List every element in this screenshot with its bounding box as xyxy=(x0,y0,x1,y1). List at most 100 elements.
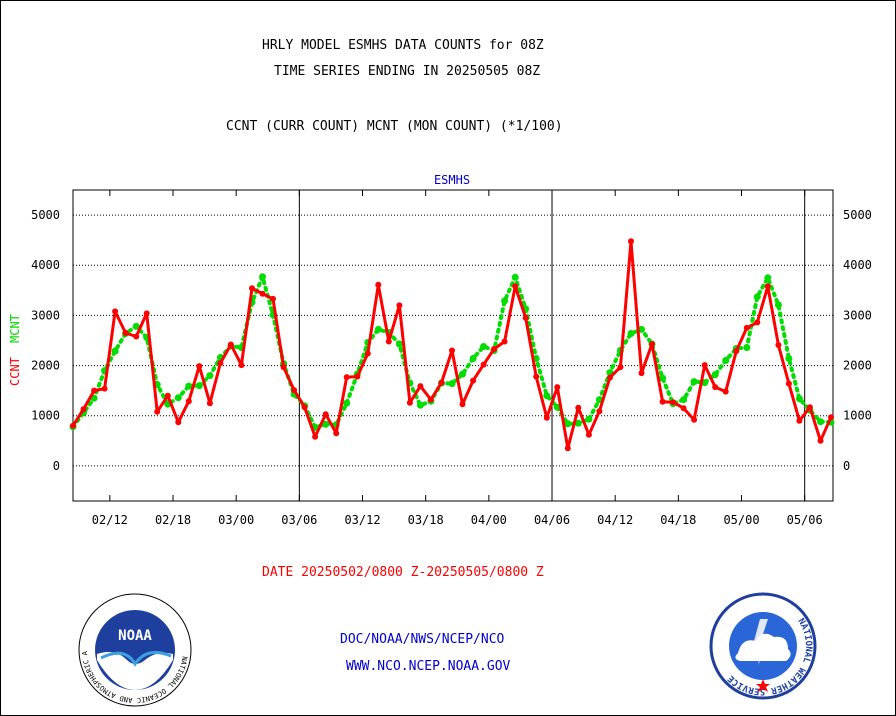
y-tick-label-left-3000: 3000 xyxy=(31,308,60,322)
gridlines xyxy=(73,214,833,467)
data-point-ccnt-36 xyxy=(449,347,455,354)
data-point-ccnt-42 xyxy=(512,283,519,290)
data-point-ccnt-59 xyxy=(691,416,698,423)
x-tick-label-2: 03/00 xyxy=(218,513,254,527)
data-point-mcnt-33 xyxy=(416,401,424,409)
data-point-ccnt-60 xyxy=(701,362,708,369)
y-tick-label-right-2000: 2000 xyxy=(843,359,872,373)
data-point-ccnt-57 xyxy=(670,399,677,406)
org-line: DOC/NOAA/NWS/NCEP/NCO xyxy=(340,632,505,647)
data-point-ccnt-67 xyxy=(775,342,782,348)
data-point-ccnt-50 xyxy=(596,408,603,415)
data-point-ccnt-34 xyxy=(427,396,434,403)
data-point-ccnt-15 xyxy=(227,341,234,348)
data-point-ccnt-16 xyxy=(238,362,245,369)
plot-area-frame xyxy=(72,189,834,502)
x-tick-label-8: 04/12 xyxy=(597,513,633,527)
x-tick-label-10: 05/00 xyxy=(723,513,759,527)
data-point-ccnt-8 xyxy=(154,408,161,415)
day-separators xyxy=(298,190,806,501)
data-point-mcnt-64 xyxy=(743,344,751,351)
data-point-mcnt-13 xyxy=(206,372,214,380)
data-point-mcnt-4 xyxy=(111,347,119,355)
data-point-ccnt-56 xyxy=(659,398,666,405)
series-ccnt xyxy=(70,238,834,452)
data-point-ccnt-65 xyxy=(754,319,761,326)
data-point-mcnt-38 xyxy=(469,355,477,362)
data-point-ccnt-47 xyxy=(564,445,571,452)
data-point-mcnt-11 xyxy=(185,382,193,390)
data-point-ccnt-41 xyxy=(501,338,508,345)
data-point-mcnt-36 xyxy=(448,380,456,388)
data-point-ccnt-20 xyxy=(280,364,287,371)
data-point-ccnt-45 xyxy=(543,414,550,421)
data-point-mcnt-56 xyxy=(659,374,667,382)
date-range-label: DATE 20250502/0800 Z-20250505/0800 Z xyxy=(262,565,544,580)
data-point-mcnt-31 xyxy=(395,340,403,348)
plot-title: ESMHS xyxy=(434,173,470,187)
data-point-ccnt-44 xyxy=(533,373,540,380)
y-axis-label-ccnt: CCNT xyxy=(8,357,22,386)
data-point-mcnt-65 xyxy=(753,293,761,301)
data-point-ccnt-1 xyxy=(80,406,87,413)
data-point-ccnt-11 xyxy=(185,398,192,405)
noaa-mark-text: NOAA xyxy=(118,628,152,644)
data-point-ccnt-51 xyxy=(606,374,613,381)
data-point-ccnt-19 xyxy=(270,295,276,302)
data-point-ccnt-38 xyxy=(470,377,477,384)
data-point-ccnt-68 xyxy=(785,380,792,387)
data-point-ccnt-64 xyxy=(743,324,750,331)
data-point-ccnt-69 xyxy=(796,417,803,424)
data-point-ccnt-0 xyxy=(70,422,76,429)
x-tick-label-7: 04/06 xyxy=(534,513,570,527)
data-point-mcnt-49 xyxy=(585,415,593,423)
data-point-ccnt-66 xyxy=(764,283,771,290)
series-line-ccnt xyxy=(71,239,833,450)
data-point-ccnt-71 xyxy=(817,437,824,444)
y-tick-label-right-1000: 1000 xyxy=(843,409,872,423)
data-point-ccnt-12 xyxy=(196,363,203,370)
data-point-mcnt-39 xyxy=(480,343,488,350)
x-tick-label-5: 03/18 xyxy=(408,513,444,527)
data-point-ccnt-10 xyxy=(175,419,182,426)
y-axis-label: CCNT MCNT xyxy=(8,314,22,386)
x-tick-label-11: 05/06 xyxy=(787,513,823,527)
data-point-mcnt-48 xyxy=(574,419,582,427)
y-axis-label-mcnt: MCNT xyxy=(8,314,22,343)
chart-subtitle: CCNT (CURR COUNT) MCNT (MON COUNT) (*1/1… xyxy=(226,119,563,134)
website-url: WWW.NCO.NCEP.NOAA.GOV xyxy=(346,659,511,674)
data-point-ccnt-22 xyxy=(301,404,308,411)
y-tick-label-right-5000: 5000 xyxy=(843,208,872,222)
data-point-mcnt-54 xyxy=(638,325,645,333)
y-tick-label-left-0: 0 xyxy=(53,459,60,473)
data-point-mcnt-18 xyxy=(259,273,266,281)
data-point-ccnt-39 xyxy=(480,361,487,368)
data-point-mcnt-37 xyxy=(459,370,466,378)
x-tick-label-3: 03/06 xyxy=(281,513,317,527)
data-point-ccnt-70 xyxy=(806,404,813,411)
data-point-mcnt-66 xyxy=(764,274,772,282)
x-axis: 02/12 02/18 03/00 03/06 03/12 03/18 04/00 04/06… xyxy=(92,190,823,527)
data-point-mcnt-42 xyxy=(511,273,519,281)
x-tick-label-0: 02/12 xyxy=(92,513,128,527)
data-point-ccnt-58 xyxy=(680,405,687,412)
y-tick-label-left-5000: 5000 xyxy=(31,208,60,222)
y-tick-label-left-2000: 2000 xyxy=(31,359,60,373)
data-point-ccnt-30 xyxy=(385,338,392,345)
data-point-mcnt-10 xyxy=(174,394,182,402)
data-point-ccnt-27 xyxy=(354,373,361,380)
data-point-mcnt-45 xyxy=(543,392,551,400)
y-tick-label-right-4000: 4000 xyxy=(843,258,872,272)
data-point-ccnt-13 xyxy=(206,400,213,407)
data-point-ccnt-63 xyxy=(733,348,740,354)
x-tick-label-6: 04/00 xyxy=(471,513,507,527)
data-point-ccnt-46 xyxy=(554,384,561,391)
data-point-ccnt-43 xyxy=(522,314,529,321)
data-point-ccnt-55 xyxy=(649,341,655,347)
data-point-ccnt-40 xyxy=(491,346,498,352)
series-group xyxy=(69,238,835,452)
chart-title-line1: HRLY MODEL ESMHS DATA COUNTS for 08Z xyxy=(262,38,544,53)
data-point-ccnt-21 xyxy=(291,387,298,394)
data-point-mcnt-53 xyxy=(627,330,635,337)
